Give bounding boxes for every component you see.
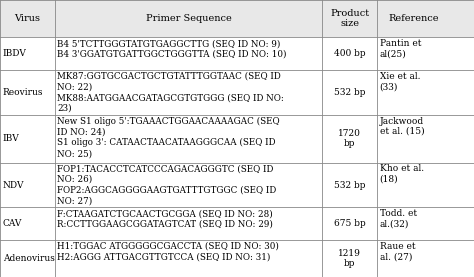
Bar — [0, 163, 474, 207]
Text: 1219
bp: 1219 bp — [338, 249, 361, 268]
Text: 532 bp: 532 bp — [334, 181, 365, 189]
Text: FOP1:TACACCTCATCCCAGACAGGGTC (SEQ ID
NO: 26)
FOP2:AGGCAGGGGAAGTGATTTGTGGC (SEQ I: FOP1:TACACCTCATCCCAGACAGGGTC (SEQ ID NO:… — [57, 164, 277, 206]
Text: NDV: NDV — [3, 181, 24, 189]
Text: IBDV: IBDV — [3, 49, 27, 58]
Text: 675 bp: 675 bp — [334, 219, 365, 228]
Text: Virus: Virus — [14, 14, 40, 23]
Text: Xie et al.
(33): Xie et al. (33) — [380, 72, 420, 91]
Bar — [0, 70, 474, 115]
Text: F:CTAAGATCTGCAACTGCGGA (SEQ ID NO: 28)
R:CCTTGGAAGCGGATAGTCAT (SEQ ID NO: 29): F:CTAAGATCTGCAACTGCGGA (SEQ ID NO: 28) R… — [57, 209, 273, 229]
Bar — [0, 37, 474, 70]
Text: Adenovirus: Adenovirus — [3, 254, 55, 263]
Text: 532 bp: 532 bp — [334, 88, 365, 97]
Bar — [0, 207, 474, 240]
Text: Reovirus: Reovirus — [3, 88, 43, 97]
Text: 400 bp: 400 bp — [334, 49, 365, 58]
Text: 1720
bp: 1720 bp — [338, 129, 361, 148]
Text: IBV: IBV — [3, 134, 19, 143]
Text: Product
size: Product size — [330, 9, 369, 29]
Bar — [0, 0, 474, 37]
Text: CAV: CAV — [3, 219, 22, 228]
Text: Raue et
al. (27): Raue et al. (27) — [380, 242, 415, 261]
Text: Jackwood
et al. (15): Jackwood et al. (15) — [380, 117, 424, 136]
Text: Primer Sequence: Primer Sequence — [146, 14, 231, 23]
Text: Kho et al.
(18): Kho et al. (18) — [380, 164, 424, 184]
Text: New S1 oligo 5':TGAAACTGGAACAAAAGAC (SEQ
ID NO: 24)
S1 oligo 3': CATAACTAACATAAG: New S1 oligo 5':TGAAACTGGAACAAAAGAC (SEQ… — [57, 117, 280, 158]
Text: H1:TGGAC ATGGGGGCGACCTA (SEQ ID NO: 30)
H2:AGGG ATTGACGTTGTCCA (SEQ ID NO: 31): H1:TGGAC ATGGGGGCGACCTA (SEQ ID NO: 30) … — [57, 242, 279, 261]
Text: Reference: Reference — [388, 14, 439, 23]
Text: MK87:GGTGCGACTGCTGTATTTGGTAAC (SEQ ID
NO: 22)
MK88:AATGGAACGATAGCGTGTGGG (SEQ ID: MK87:GGTGCGACTGCTGTATTTGGTAAC (SEQ ID NO… — [57, 72, 284, 113]
Text: B4 5'TCTTGGGTATGTGAGGCTTG (SEQ ID NO: 9)
B4 3'GGATGTGATTGGCTGGGTTA (SEQ ID NO: 1: B4 5'TCTTGGGTATGTGAGGCTTG (SEQ ID NO: 9)… — [57, 39, 287, 59]
Text: Todd. et
al.(32): Todd. et al.(32) — [380, 209, 417, 229]
Bar — [0, 115, 474, 163]
Bar — [0, 240, 474, 277]
Text: Pantin et
al(25): Pantin et al(25) — [380, 39, 421, 58]
